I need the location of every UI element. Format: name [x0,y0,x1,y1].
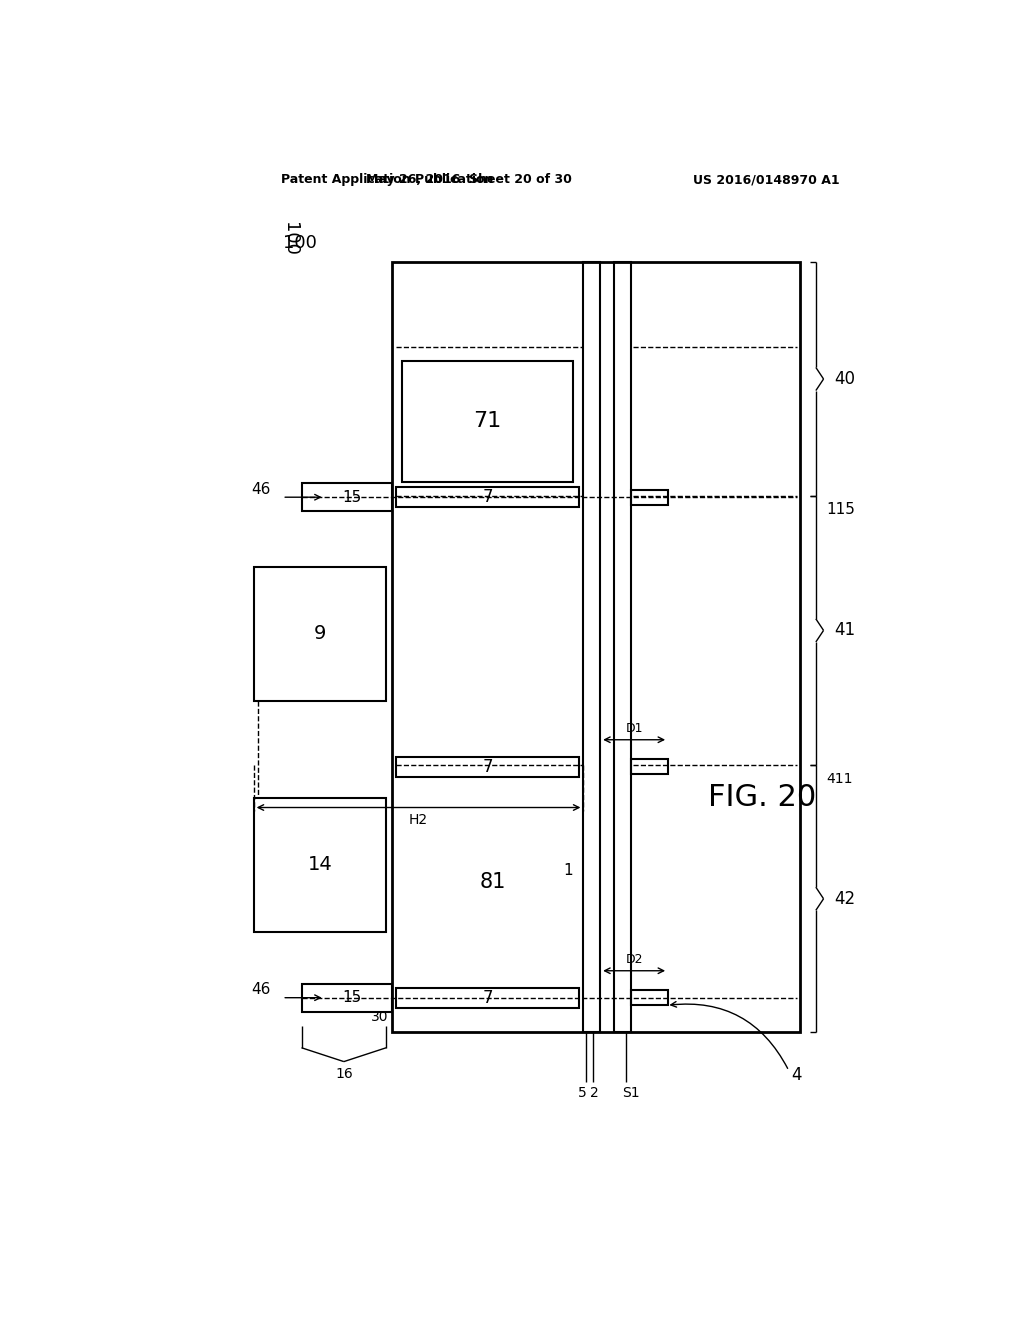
Text: FIG. 20: FIG. 20 [708,783,816,812]
Text: Patent Application Publication: Patent Application Publication [281,173,494,186]
Text: D2: D2 [626,953,643,966]
Text: 15: 15 [342,490,361,504]
Bar [396,987,580,1007]
Bar [392,263,801,1032]
Text: 15: 15 [342,990,361,1006]
Text: 7: 7 [482,488,494,506]
Bar [396,487,580,507]
Text: 411: 411 [826,772,853,785]
Text: 4: 4 [792,1065,802,1084]
Text: D1: D1 [626,722,643,735]
Bar [631,490,668,506]
Text: 9: 9 [313,624,327,643]
Bar [301,483,392,511]
Text: S1: S1 [623,1086,640,1100]
Text: 7: 7 [482,758,494,776]
Bar [396,756,580,776]
Bar [631,759,668,775]
Bar [254,566,386,701]
Text: 115: 115 [826,502,855,517]
Bar [254,797,386,932]
Text: 46: 46 [251,482,270,498]
Text: 16: 16 [335,1067,352,1081]
Text: 30: 30 [371,1010,388,1024]
Text: 81: 81 [479,873,506,892]
Text: US 2016/0148970 A1: US 2016/0148970 A1 [692,173,840,186]
Text: H2: H2 [409,813,428,826]
Bar [401,360,573,482]
Text: 5: 5 [579,1086,587,1100]
Text: 46: 46 [251,982,270,998]
Text: 100: 100 [281,222,299,256]
Bar [584,263,600,1032]
Text: 40: 40 [835,370,855,388]
Bar [631,990,668,1006]
Text: May 26, 2016  Sheet 20 of 30: May 26, 2016 Sheet 20 of 30 [367,173,572,186]
Text: 41: 41 [835,622,855,639]
Text: 7: 7 [482,989,494,1007]
Bar [301,983,392,1011]
Text: 42: 42 [835,890,855,908]
Text: 14: 14 [307,855,333,874]
Bar [614,263,631,1032]
Text: 71: 71 [473,412,502,432]
Text: 100: 100 [283,234,316,252]
Text: 2: 2 [591,1086,599,1100]
Text: 1: 1 [563,863,572,878]
